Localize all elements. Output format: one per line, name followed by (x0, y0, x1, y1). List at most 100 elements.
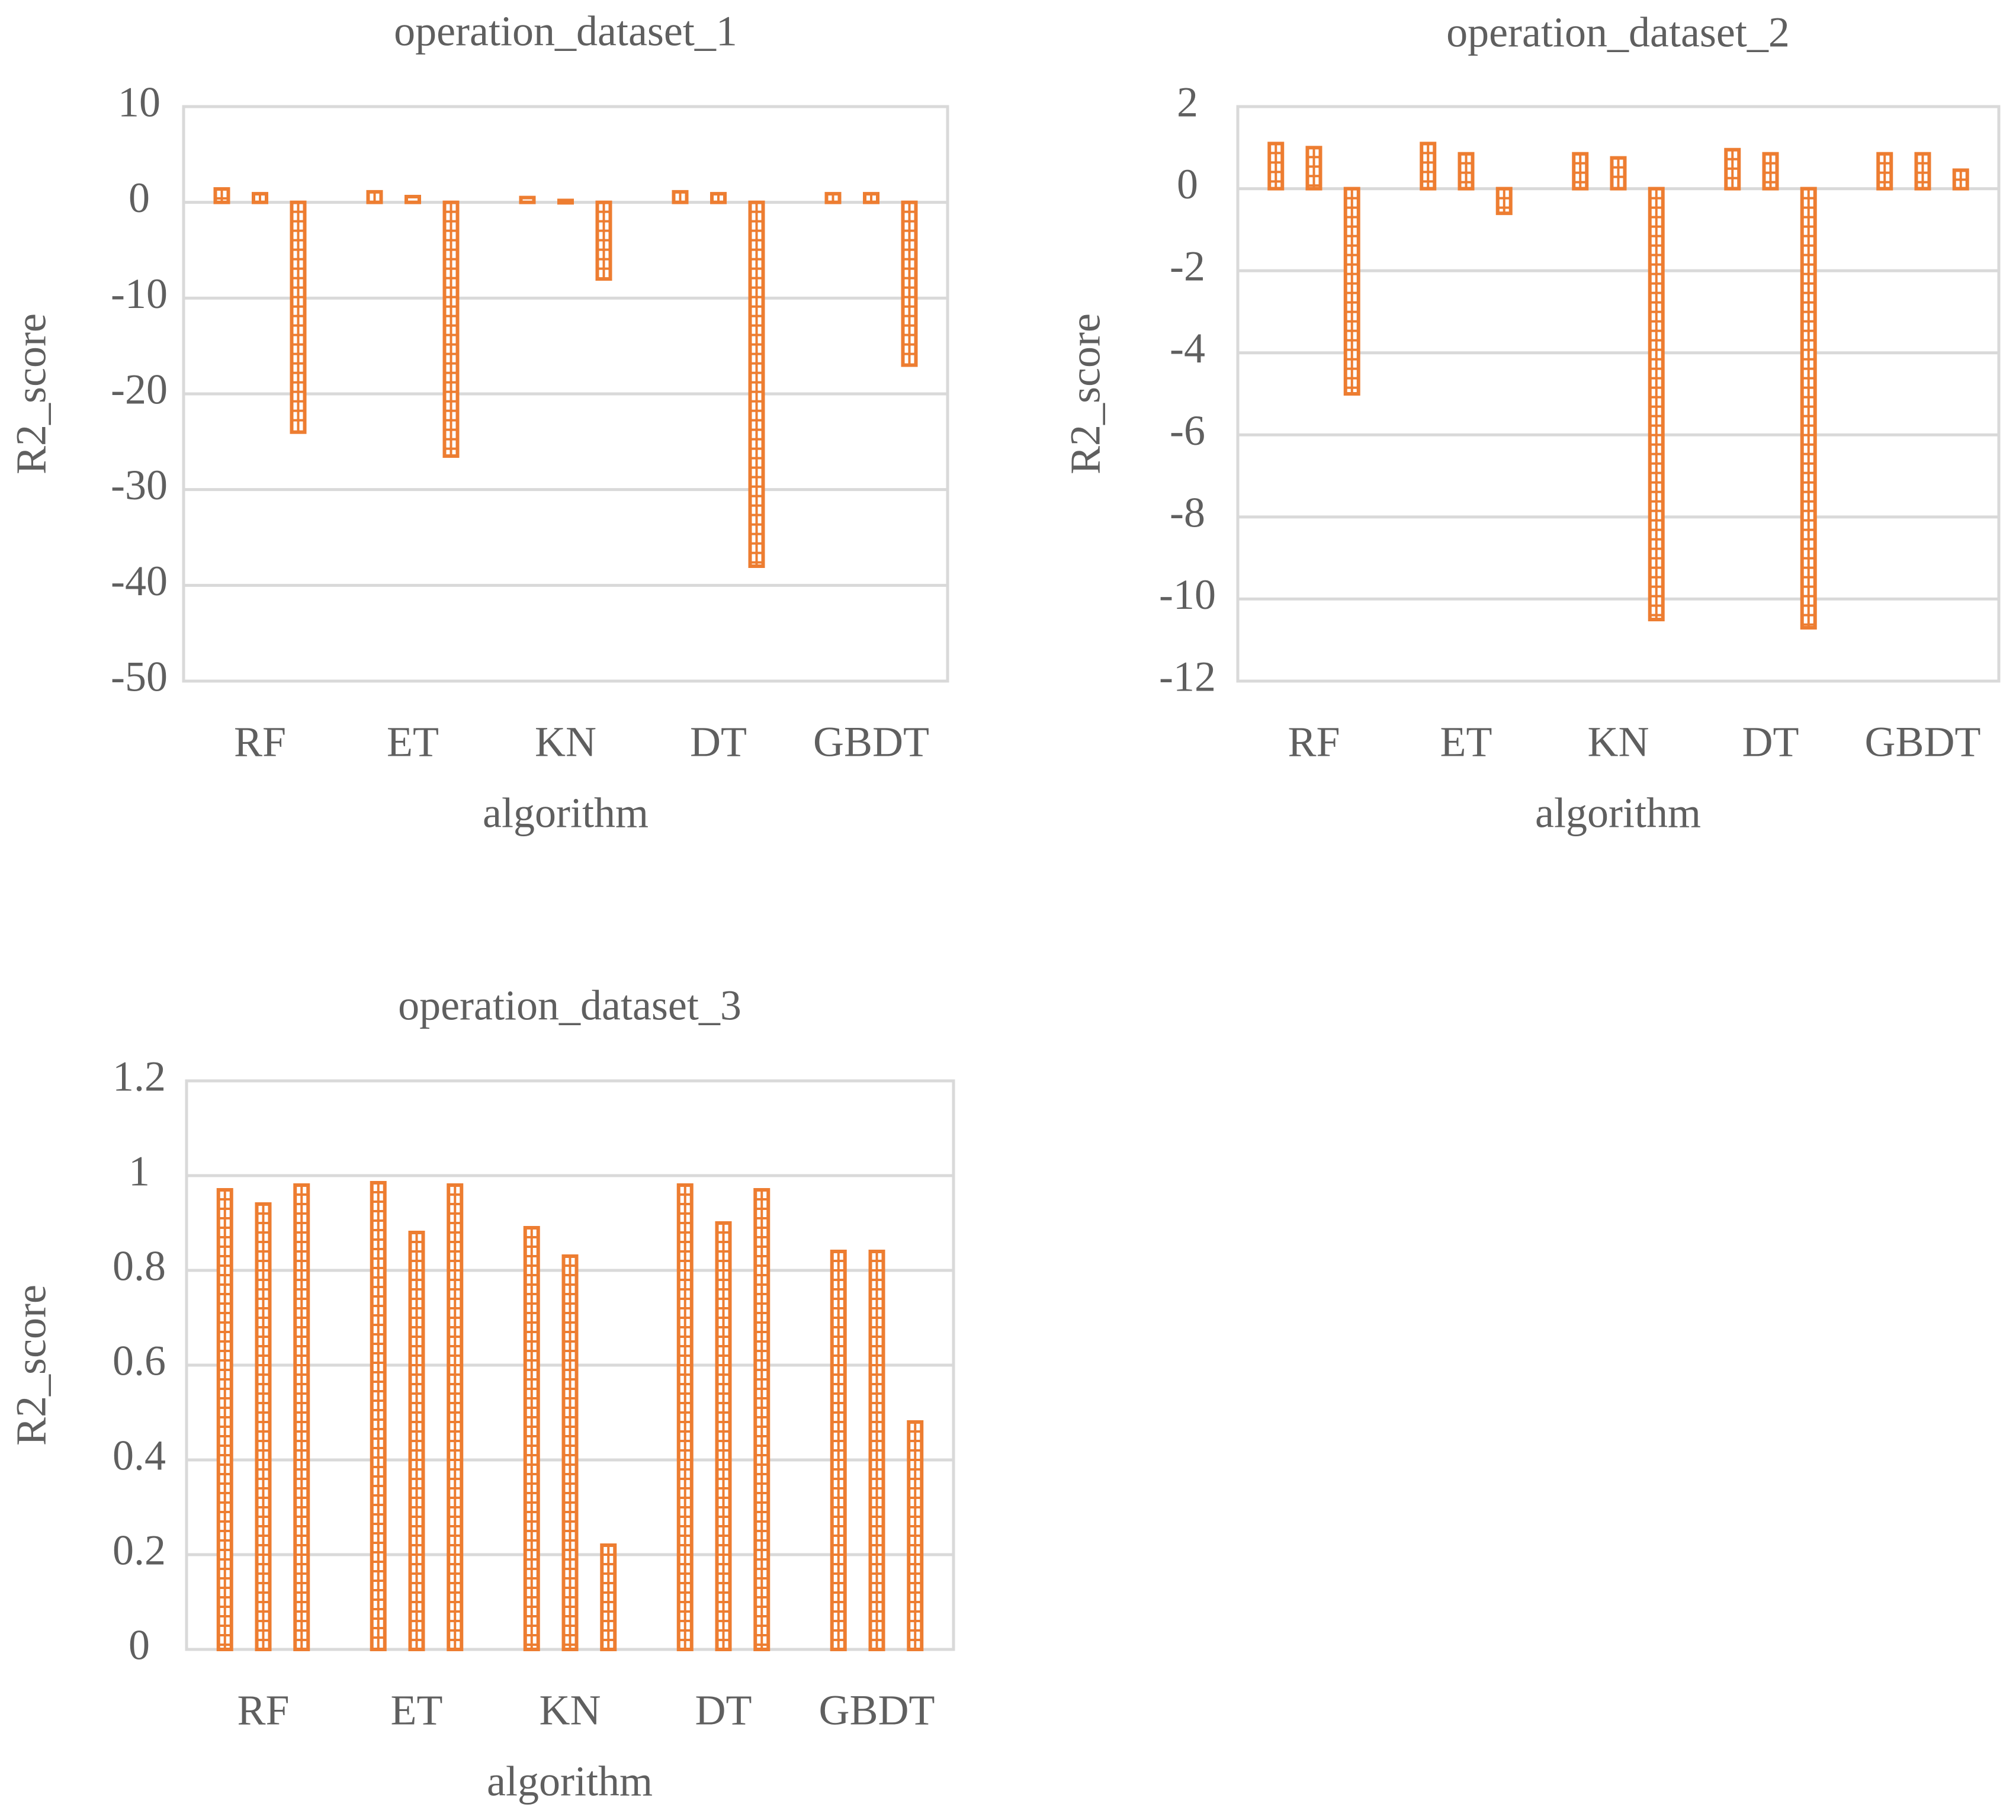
x-category-labels: RF ET KN DT GBDT (1288, 718, 1980, 766)
x-category-label: ET (391, 1687, 443, 1734)
bar-et-series-1 (370, 1181, 387, 1651)
bar-outline (519, 195, 536, 204)
y-tick-label: 1.2 (113, 1053, 166, 1100)
x-category-label: GBDT (813, 718, 929, 766)
bar-dt-series-3 (1800, 187, 1817, 630)
y-axis-title: R2_score (8, 1285, 55, 1446)
bar-kn-series-3 (1648, 187, 1665, 622)
bar-rf-series-3 (290, 200, 307, 434)
y-tick-label: -50 (111, 653, 168, 701)
bar-gbdt-series-3 (901, 200, 918, 367)
x-category-label: RF (1288, 718, 1340, 766)
bar-kn-series-1 (1572, 152, 1589, 191)
y-tick-label: -30 (111, 461, 168, 509)
bar-gbdt-series-3 (907, 1420, 924, 1651)
y-tick-label: -6 (1170, 407, 1205, 454)
plot-area (182, 105, 949, 683)
y-tick-label: 0.4 (113, 1432, 166, 1479)
y-tick-label: -4 (1170, 325, 1205, 372)
y-tick-label: -12 (1159, 653, 1216, 701)
bar-kn-series-2 (561, 1254, 579, 1651)
y-tick-label: -8 (1170, 489, 1205, 536)
y-tick-label: 1 (129, 1148, 150, 1195)
bar-outline (405, 194, 421, 204)
bar-gbdt-series-2 (1914, 152, 1931, 191)
y-tick-label: -10 (111, 270, 168, 317)
y-tick-label: -10 (1159, 571, 1216, 618)
y-tick-label: 0 (129, 1622, 150, 1669)
bar-rf-series-1 (213, 187, 230, 204)
bar-gbdt-series-1 (830, 1250, 847, 1651)
bar-gbdt-series-2 (868, 1250, 885, 1651)
bar-gbdt-series-1 (824, 192, 842, 204)
y-axis-title: R2_score (1062, 313, 1109, 474)
y-tick-label: 0.2 (113, 1527, 166, 1574)
bar-rf-series-2 (252, 192, 268, 204)
bar-rf-series-1 (216, 1188, 233, 1651)
bar-et-series-3 (447, 1183, 464, 1651)
plot-area (1236, 105, 2001, 683)
bar-outline (557, 198, 574, 205)
x-category-label: GBDT (819, 1687, 935, 1734)
bar-kn-series-3 (600, 1543, 617, 1651)
bar-dt-series-1 (672, 190, 689, 204)
bar-kn-series-3 (595, 200, 612, 281)
chart-operation-dataset-3: operation_dataset_3 R2_score algorithm 1… (8, 982, 955, 1805)
x-category-label: KN (540, 1687, 601, 1734)
x-category-label: DT (690, 718, 747, 766)
bar-gbdt-series-2 (863, 192, 879, 204)
y-tick-labels: 2 0 -2 -4 -6 -8 -10 -12 (1159, 79, 1216, 701)
y-tick-labels: 1.2 1 0.8 0.6 0.4 0.2 0 (113, 1053, 166, 1669)
x-axis-title: algorithm (483, 789, 649, 837)
bar-rf-series-2 (1305, 146, 1322, 191)
x-category-labels: RF ET KN DT GBDT (237, 1687, 935, 1734)
bar-gbdt-series-3 (1952, 168, 1969, 191)
y-tick-label: -40 (111, 557, 168, 605)
bar-dt-series-3 (753, 1188, 771, 1651)
chart-operation-dataset-2: operation_dataset_2 R2_score algorithm 2… (1062, 9, 2001, 837)
y-tick-label: 0.6 (113, 1337, 166, 1385)
x-category-label: KN (535, 718, 596, 766)
chart-title: operation_dataset_1 (394, 8, 737, 55)
bar-kn-series-1 (519, 195, 536, 204)
bars (1267, 142, 1969, 630)
x-category-label: ET (387, 718, 439, 766)
x-category-label: RF (237, 1687, 289, 1734)
bar-kn-series-1 (523, 1226, 540, 1651)
y-tick-label: 0.8 (113, 1243, 166, 1290)
bar-et-series-2 (1458, 152, 1475, 191)
bar-dt-series-2 (1762, 152, 1779, 191)
bars (216, 1181, 924, 1651)
y-tick-label: 10 (118, 79, 160, 126)
y-axis-title: R2_score (8, 313, 55, 474)
bar-dt-series-1 (676, 1183, 694, 1651)
x-category-labels: RF ET KN DT GBDT (234, 718, 929, 766)
bar-dt-series-2 (715, 1221, 732, 1651)
bar-rf-series-2 (255, 1202, 272, 1651)
bar-et-series-3 (1495, 187, 1513, 216)
y-tick-label: -20 (111, 366, 168, 413)
y-tick-label: 2 (1177, 79, 1198, 126)
y-tick-label: 0 (1177, 161, 1198, 208)
x-category-label: RF (234, 718, 286, 766)
y-tick-labels: 10 0 -10 -20 -30 -40 -50 (111, 79, 168, 701)
bar-dt-series-3 (748, 200, 765, 568)
bar-rf-series-3 (293, 1183, 310, 1651)
x-axis-title: algorithm (1535, 789, 1701, 837)
bar-et-series-2 (408, 1231, 425, 1651)
x-category-label: ET (1440, 718, 1492, 766)
x-category-label: KN (1588, 718, 1649, 766)
chart-operation-dataset-1: operation_dataset_1 R2_score algorithm 1… (8, 8, 949, 837)
y-tick-label: 0 (129, 174, 150, 222)
bar-et-series-1 (1420, 142, 1437, 191)
bar-dt-series-2 (710, 192, 727, 204)
x-category-label: GBDT (1865, 718, 1981, 766)
bar-rf-series-3 (1343, 187, 1360, 396)
bar-kn-series-2 (557, 198, 574, 205)
bar-et-series-3 (442, 200, 460, 458)
bar-et-series-2 (405, 194, 421, 204)
bar-kn-series-2 (1610, 156, 1627, 191)
x-category-label: DT (695, 1687, 752, 1734)
